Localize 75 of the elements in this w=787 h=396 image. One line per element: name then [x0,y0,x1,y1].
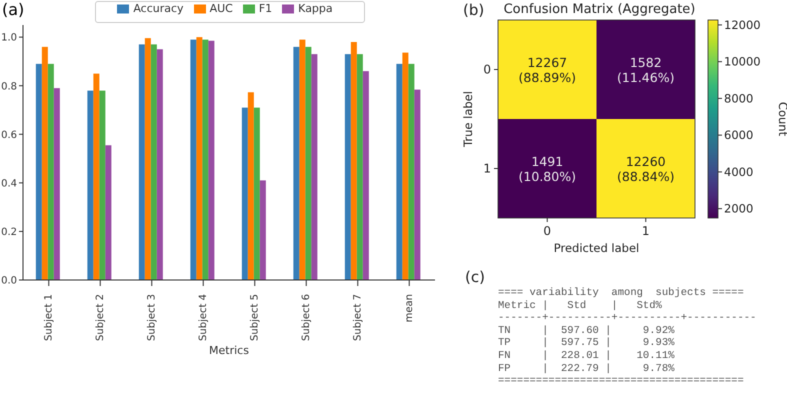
bar [105,145,112,280]
text: (a) [2,0,24,19]
bar [402,52,408,280]
x-tick-label: Subject 2 [94,294,106,341]
legend-label: AUC [210,2,233,15]
bar [87,90,94,280]
bar [156,49,163,280]
bar [414,90,420,280]
text: TN | 597.60 | 9.92% [498,324,676,337]
x-tick-label: Subject 5 [249,294,260,341]
y-axis-title: True label [461,91,475,148]
bar [350,42,357,280]
x-axis-title: Predicted label [554,241,640,255]
text: ======================================= [498,375,745,388]
y-tick-label: 0.6 [1,130,17,141]
bar [36,64,42,280]
x-tick-label: Subject 6 [300,294,312,341]
y-tick-label: 0.0 [1,276,17,287]
color-bar-label: 2000 [724,202,754,216]
data-label: 12260 (88.84%) [617,154,674,184]
x-tick-label: Subject 3 [146,294,158,341]
x-tick-label: Subject 7 [352,294,364,341]
color-bar-label: 4000 [724,164,754,179]
bar [208,40,214,280]
bar [408,64,414,280]
bar [48,64,54,280]
x-axis-title: Metrics [209,344,250,357]
bar [254,108,260,280]
text: -------+----------+----------+----------- [498,312,756,325]
text: FP | 222.79 | 9.78% [498,362,676,376]
chart-title: Confusion Matrix (Aggregate) [504,2,696,17]
color-bar-label: 12000 [724,18,761,32]
bar [248,92,254,280]
color-bar-label: 6000 [724,128,754,142]
legend-label: Accuracy [133,2,184,15]
x-tick-label: Subject 4 [198,294,209,341]
text: (b) [463,1,484,19]
legend-label: Kappa [298,2,333,15]
color-bar-label: 10000 [724,54,761,69]
legend-label: F1 [258,2,272,15]
y-tick-label: 0.2 [1,226,17,238]
bar [202,40,208,280]
y-tick-label: 0.8 [1,81,17,92]
bar [242,108,248,280]
color-bar-label: 8000 [724,91,754,106]
bar [396,64,402,280]
text: TP | 597.75 | 9.93% [498,337,676,350]
data-label: 1491 (10.80%) [518,154,576,184]
x-tick-label: Subject 1 [43,294,54,341]
bar [293,46,300,280]
text: Metric | Std | Std% [498,300,663,312]
bar [311,54,318,280]
data-label: 1582 (11.46%) [617,54,674,84]
bar [138,44,145,280]
bar [54,88,60,280]
bar [150,44,157,280]
bar [299,40,306,280]
bar [99,90,106,280]
bar [260,180,266,280]
y-tick-label: 1.0 [1,32,17,44]
bar [190,40,196,280]
bar [356,54,363,280]
bar [344,54,351,280]
bar [362,71,369,280]
x-tick-label: mean [404,294,415,322]
text: FN | 228.01 | 10.11% [498,350,676,363]
bar [305,46,312,280]
bar [93,74,100,280]
text: (c) [465,268,485,286]
bar [196,37,202,280]
bar [42,46,48,280]
y-tick-label: 0.4 [1,178,17,190]
data-label: 12267 (88.89%) [518,54,576,84]
bar [144,38,151,280]
text: ==== variability among subjects ===== [498,287,745,300]
